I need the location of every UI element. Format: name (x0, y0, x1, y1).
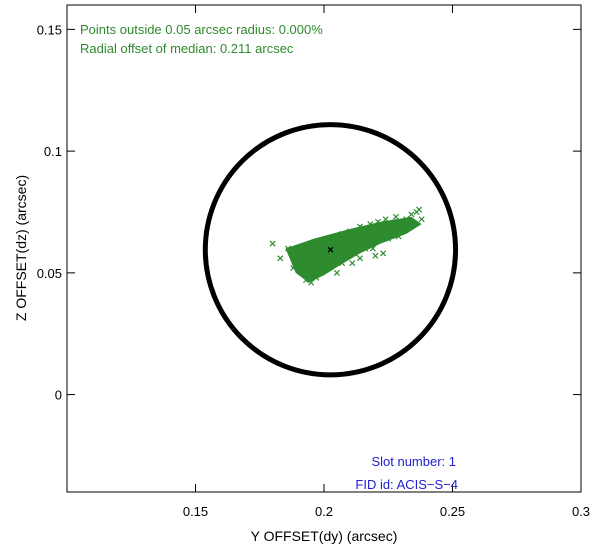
data-point (351, 238, 358, 245)
data-point (328, 250, 335, 257)
data-point (331, 257, 338, 264)
data-point (333, 269, 340, 276)
point-cloud-core (285, 216, 422, 283)
data-point (290, 264, 297, 272)
y-tick-label: 0.1 (44, 144, 62, 159)
x-axis-ticks: 0.15 0.2 0.25 0.3 (183, 5, 590, 519)
median-marker (327, 246, 334, 253)
data-point (300, 245, 307, 252)
data-point (310, 257, 317, 264)
data-point (395, 223, 402, 230)
data-point (395, 233, 402, 240)
data-point (354, 245, 361, 252)
data-point (320, 240, 328, 247)
data-point (305, 257, 312, 264)
data-point (362, 245, 369, 252)
data-point (367, 221, 374, 228)
data-point (380, 250, 387, 257)
y-axis-ticks: 0 0.05 0.1 0.15 (37, 22, 581, 403)
data-point (346, 247, 353, 254)
data-point (356, 223, 364, 230)
y-axis-label: Z OFFSET(dz) (arcsec) (13, 175, 29, 321)
data-point (344, 243, 351, 250)
data-point (284, 245, 292, 252)
y-tick-label: 0 (55, 388, 62, 403)
fid-id-annotation: FID id: ACIS−S−4 (355, 477, 458, 492)
data-point (315, 269, 322, 276)
data-point (336, 243, 343, 250)
data-point (374, 218, 381, 225)
data-point (398, 218, 405, 225)
data-point (369, 233, 376, 240)
data-point (318, 255, 325, 262)
data-point (405, 221, 412, 228)
data-point (382, 216, 389, 223)
data-point (323, 235, 330, 242)
data-point (313, 274, 320, 281)
median-point (327, 246, 334, 253)
data-point (292, 255, 299, 262)
data-point (416, 206, 423, 213)
data-point (367, 238, 374, 245)
data-point (403, 216, 410, 223)
data-point (341, 255, 348, 262)
data-point (315, 264, 322, 272)
data-point (359, 235, 366, 242)
data-point (418, 216, 425, 223)
x-tick-label: 0.25 (440, 504, 465, 519)
data-point (333, 238, 340, 245)
data-point (308, 279, 315, 286)
y-tick-label: 0.15 (37, 22, 62, 37)
data-point (408, 211, 415, 218)
data-point (308, 240, 315, 247)
data-point (269, 240, 276, 247)
data-points (269, 206, 425, 286)
x-tick-label: 0.2 (315, 504, 333, 519)
x-tick-label: 0.15 (183, 504, 208, 519)
data-point (323, 252, 330, 259)
data-point (364, 228, 371, 235)
data-point (338, 230, 346, 237)
data-point (302, 277, 310, 284)
data-point (387, 230, 394, 237)
data-point (346, 228, 353, 235)
reference-circle (202, 122, 459, 378)
data-point (372, 252, 379, 259)
data-point (387, 221, 394, 228)
median-offset-annotation: Radial offset of median: 0.211 arcsec (80, 41, 294, 56)
data-point (385, 225, 392, 233)
data-point (349, 260, 356, 267)
data-point (369, 245, 376, 252)
data-point (356, 255, 364, 262)
data-point (354, 233, 361, 240)
data-point (380, 223, 387, 230)
data-point (359, 230, 366, 237)
data-point (385, 235, 392, 242)
data-point (338, 260, 346, 267)
x-axis-label: Y OFFSET(dy) (arcsec) (251, 528, 398, 544)
x-tick-label: 0.3 (572, 504, 590, 519)
data-point (313, 250, 320, 257)
data-point (341, 235, 348, 242)
data-point (326, 262, 333, 269)
y-tick-label: 0.05 (37, 266, 62, 281)
data-point (400, 225, 407, 233)
data-point (295, 264, 302, 272)
data-point (336, 250, 343, 257)
data-point (277, 255, 284, 262)
data-point (351, 250, 358, 257)
data-point (410, 221, 417, 228)
data-point (305, 247, 312, 254)
data-point (392, 213, 399, 220)
data-point (374, 228, 381, 235)
outside-radius-annotation: Points outside 0.05 arcsec radius: 0.000… (80, 22, 323, 37)
slot-number-annotation: Slot number: 1 (371, 454, 456, 469)
data-point (297, 252, 304, 259)
